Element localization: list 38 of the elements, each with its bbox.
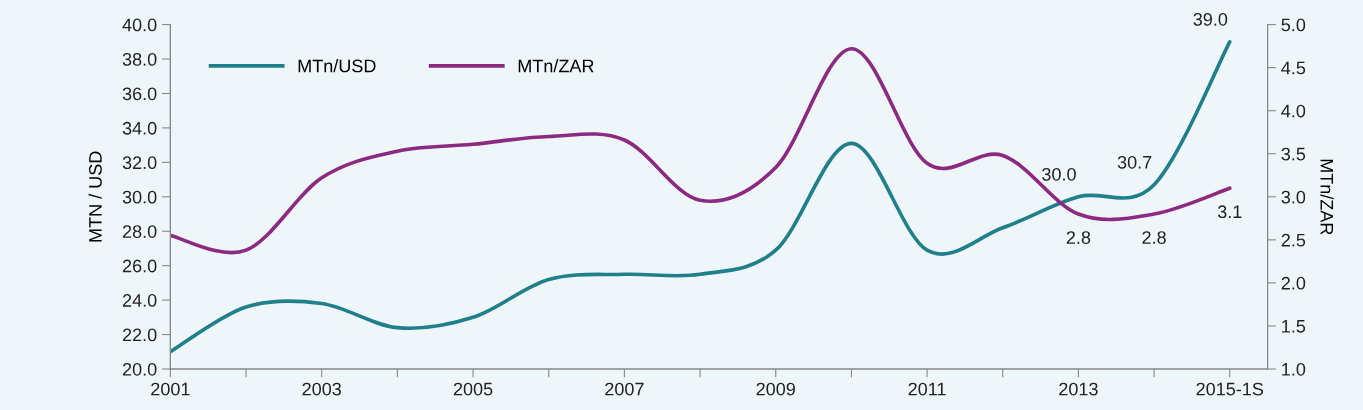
y-tick-label: 26.0 xyxy=(122,259,157,273)
data-label: 2.8 xyxy=(1142,231,1166,244)
y2-tick-label: 2.0 xyxy=(1281,276,1306,290)
y2-tick-label: 3.0 xyxy=(1281,190,1306,204)
data-label: 30.0 xyxy=(1042,167,1076,181)
x-tick-label: 2005 xyxy=(453,382,493,396)
x-tick-label: 2007 xyxy=(605,382,644,396)
y-tick-label: 32.0 xyxy=(122,156,157,170)
y-tick-label: 24.0 xyxy=(122,294,157,307)
data-label: 30.7 xyxy=(1117,155,1152,169)
y2-tick-label: 3.5 xyxy=(1281,147,1306,161)
data-label: 2.8 xyxy=(1066,231,1091,244)
legend-label: MTn/ZAR xyxy=(518,59,594,73)
y-tick-label: 36.0 xyxy=(122,87,157,101)
y2-tick-label: 4.0 xyxy=(1281,104,1306,118)
y-tick-label: 40.0 xyxy=(122,18,157,32)
y-tick-label: 38.0 xyxy=(122,52,157,66)
y-tick-label: 20.0 xyxy=(122,362,157,376)
x-tick-label: 2013 xyxy=(1059,382,1098,396)
x-tick-label: 2015-1S xyxy=(1196,382,1264,396)
y2-tick-label: 1.0 xyxy=(1282,362,1306,376)
x-tick-label: 2003 xyxy=(302,382,342,396)
y2-axis-title: MTn/ZAR xyxy=(1320,159,1334,235)
y2-tick-label: 4.5 xyxy=(1281,61,1306,75)
data-label: 39.0 xyxy=(1193,12,1228,26)
y-tick-label: 30.0 xyxy=(122,190,157,204)
legend-label: MTn/USD xyxy=(298,59,376,73)
data-label: 3.1 xyxy=(1217,205,1242,219)
y2-tick-label: 5.0 xyxy=(1281,18,1306,32)
y-tick-label: 28.0 xyxy=(122,225,157,238)
y-tick-label: 34.0 xyxy=(122,121,157,135)
x-tick-label: 2011 xyxy=(908,382,946,396)
x-tick-label: 2009 xyxy=(756,382,795,396)
y-tick-label: 22.0 xyxy=(122,328,157,342)
y-axis-title: MTN / USD xyxy=(88,151,102,242)
x-tick-label: 2001 xyxy=(151,382,190,396)
y2-tick-label: 2.5 xyxy=(1281,233,1306,247)
y2-tick-label: 1.5 xyxy=(1282,320,1306,333)
